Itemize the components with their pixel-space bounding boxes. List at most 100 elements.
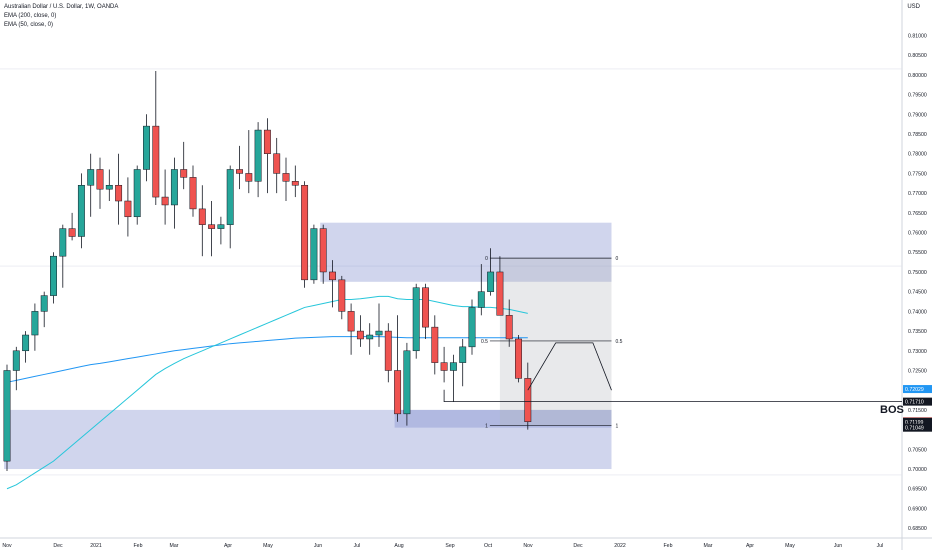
candle-body bbox=[3, 370, 11, 462]
candle-body bbox=[449, 362, 457, 371]
y-tick-label: 0.69000 bbox=[908, 506, 927, 512]
candle-body bbox=[22, 334, 30, 352]
candle-body bbox=[96, 169, 104, 190]
x-tick-label: Sep bbox=[445, 543, 454, 549]
x-tick-label: Nov bbox=[523, 543, 533, 549]
candle-body bbox=[31, 311, 39, 336]
fib-label: 1 bbox=[485, 424, 488, 430]
x-tick-label: 2022 bbox=[614, 543, 626, 549]
candle-body bbox=[115, 184, 123, 202]
candle-body bbox=[254, 129, 262, 182]
y-tick-label: 0.81000 bbox=[908, 33, 927, 39]
candle-body bbox=[68, 228, 76, 237]
candle-body bbox=[394, 370, 402, 415]
supply-demand-zone bbox=[320, 222, 612, 282]
y-tick-label: 0.76000 bbox=[908, 231, 927, 237]
price-tag-label: 0.71710 bbox=[905, 400, 924, 406]
fib-label: 0.5 bbox=[616, 339, 623, 345]
candle-body bbox=[170, 169, 178, 206]
y-tick-label: 0.79500 bbox=[908, 93, 927, 99]
x-tick-label: Jul bbox=[354, 543, 361, 549]
y-tick-label: 0.79000 bbox=[908, 112, 927, 118]
y-tick-label: 0.70500 bbox=[908, 447, 927, 453]
candle-body bbox=[152, 125, 160, 198]
candle-body bbox=[217, 224, 225, 229]
candle-body bbox=[329, 271, 336, 281]
candle-body bbox=[282, 173, 290, 182]
price-tag bbox=[903, 417, 932, 426]
projection-path bbox=[527, 342, 612, 391]
x-tick-label: Dec bbox=[53, 543, 63, 549]
candle-body bbox=[236, 169, 243, 174]
y-tick-label: 0.71500 bbox=[908, 408, 927, 414]
y-tick-label: 0.74500 bbox=[908, 290, 927, 296]
x-tick-label: Oct bbox=[484, 543, 493, 549]
candle-body bbox=[422, 287, 429, 328]
candle-body bbox=[50, 255, 57, 296]
candle-body bbox=[301, 184, 309, 281]
x-tick-label: Nov bbox=[2, 543, 12, 549]
x-tick-label: Apr bbox=[224, 543, 232, 549]
candle-body bbox=[375, 330, 383, 336]
bos-line bbox=[443, 389, 902, 403]
y-tick-label: 0.80500 bbox=[908, 53, 927, 59]
price-tag bbox=[903, 385, 932, 394]
y-tick-label: 0.72500 bbox=[908, 368, 927, 374]
candle-body bbox=[143, 125, 150, 170]
candle-body bbox=[133, 169, 141, 218]
x-tick-label: Jul bbox=[877, 543, 884, 549]
y-tick-label: 0.74000 bbox=[908, 309, 927, 315]
chart-legend: Australian Dollar / U.S. Dollar, 1W, OAN… bbox=[4, 3, 118, 30]
candle-body bbox=[161, 196, 169, 206]
candle-body bbox=[459, 346, 467, 363]
candle-body bbox=[208, 224, 216, 229]
x-tick-label: Feb bbox=[664, 543, 673, 549]
y-tick-label: 0.77000 bbox=[908, 191, 927, 197]
price-tag-label: 0.71199 bbox=[905, 420, 923, 426]
x-tick-label: Aug bbox=[394, 543, 403, 549]
candle-body bbox=[412, 287, 420, 352]
price-tag bbox=[903, 423, 932, 432]
legend-ema50: EMA (50, close, 0) bbox=[4, 22, 54, 28]
candle-body bbox=[12, 350, 20, 371]
candle-body bbox=[487, 271, 495, 292]
price-tag bbox=[903, 397, 932, 406]
candle-body bbox=[440, 362, 448, 371]
x-tick-label: Feb bbox=[134, 543, 143, 549]
legend-ema200: EMA (200, close, 0) bbox=[4, 13, 57, 19]
fib-label: 0 bbox=[616, 256, 619, 262]
candle-body bbox=[87, 169, 95, 186]
x-tick-label: Apr bbox=[746, 543, 754, 549]
x-tick-label: May bbox=[263, 543, 273, 549]
y-tick-label: 0.73000 bbox=[908, 349, 927, 355]
y-tick-label: 0.80000 bbox=[908, 73, 927, 79]
candle-body bbox=[431, 326, 439, 363]
y-tick-label: 0.77500 bbox=[908, 171, 927, 177]
candle-body bbox=[477, 291, 485, 308]
price-tag-label: 0.71049 bbox=[905, 426, 924, 432]
candle-body bbox=[319, 228, 327, 273]
y-tick-label: 0.76500 bbox=[908, 211, 927, 217]
candle-body bbox=[198, 208, 206, 225]
y-tick-label: 0.78500 bbox=[908, 132, 927, 138]
candle-body bbox=[403, 350, 411, 415]
candle-body bbox=[77, 184, 85, 237]
fib-label: 1 bbox=[616, 424, 619, 430]
candle-body bbox=[59, 228, 67, 257]
x-tick-label: 2021 bbox=[90, 543, 102, 549]
fib-label: 0 bbox=[485, 256, 488, 262]
fib-label: 0.5 bbox=[481, 339, 488, 345]
candle-body bbox=[515, 338, 522, 379]
candle-body bbox=[366, 334, 374, 340]
ema50-line bbox=[6, 295, 528, 490]
x-tick-label: May bbox=[785, 543, 795, 549]
x-tick-label: Mar bbox=[704, 543, 713, 549]
x-tick-label: Dec bbox=[573, 543, 583, 549]
candle-body bbox=[310, 228, 318, 281]
candle-body bbox=[524, 378, 532, 422]
candle-body bbox=[105, 184, 113, 190]
candle-body bbox=[384, 330, 392, 371]
candle-body bbox=[245, 173, 253, 182]
x-tick-label: Jun bbox=[314, 543, 322, 549]
